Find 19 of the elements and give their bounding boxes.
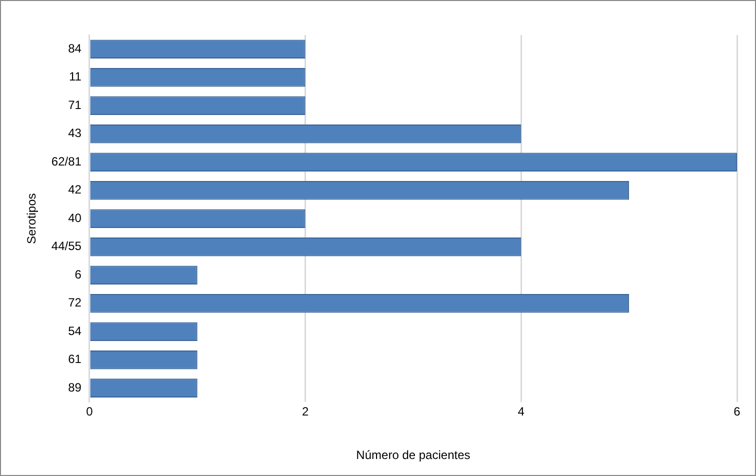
y-axis-title: Serotipos xyxy=(24,193,39,244)
y-tick-label: 61 xyxy=(68,352,82,366)
x-tick-label: 4 xyxy=(518,404,525,419)
y-tick-label: 42 xyxy=(68,182,82,197)
y-tick-label: 71 xyxy=(68,98,82,112)
y-tick-label: 84 xyxy=(68,41,82,56)
x-tick-label: 6 xyxy=(734,404,741,419)
y-tick-label: 43 xyxy=(68,126,82,140)
y-tick-label: 44/55 xyxy=(51,239,82,254)
y-tick-label: 54 xyxy=(68,324,82,338)
y-tick-label: 11 xyxy=(68,70,82,84)
y-tick-label: 89 xyxy=(68,380,82,394)
x-tick-label: 0 xyxy=(86,404,94,419)
y-tick-label: 40 xyxy=(68,210,82,225)
x-axis-title: Número de pacientes xyxy=(356,448,470,462)
y-tick-label: 62/81 xyxy=(51,154,82,168)
x-tick-label: 2 xyxy=(302,404,309,419)
y-tick-label: 72 xyxy=(68,296,82,310)
y-tick-label: 6 xyxy=(74,267,82,282)
